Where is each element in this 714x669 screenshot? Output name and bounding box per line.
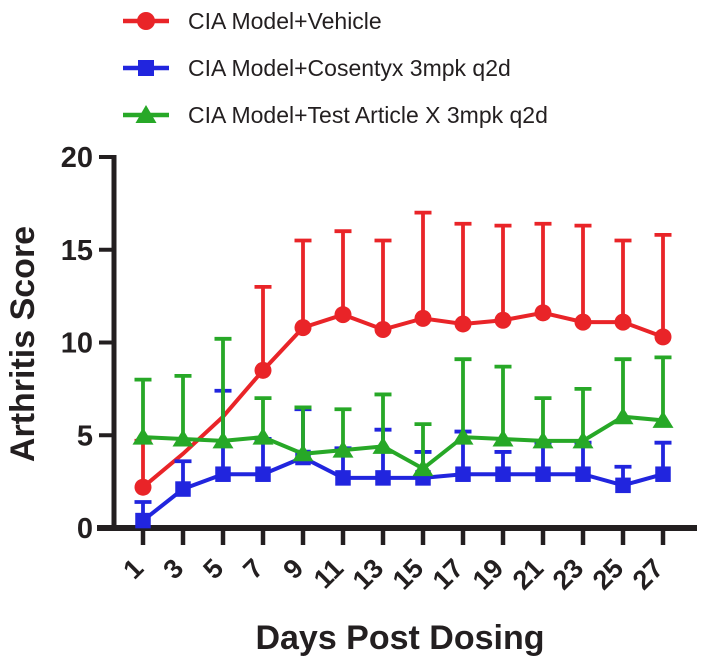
data-point-circle bbox=[134, 478, 152, 496]
series-triangle bbox=[132, 336, 674, 477]
data-point-triangle bbox=[252, 427, 274, 445]
data-point-circle bbox=[334, 306, 352, 324]
data-point-triangle bbox=[412, 459, 434, 477]
x-tick-label: 7 bbox=[237, 553, 269, 585]
data-point-triangle bbox=[652, 410, 674, 428]
legend-label-test-article: CIA Model+Test Article X 3mpk q2d bbox=[188, 102, 548, 128]
legend-label-vehicle: CIA Model+Vehicle bbox=[188, 8, 382, 34]
x-tick-label: 1 bbox=[117, 553, 149, 585]
legend-item-cosentyx: CIA Model+Cosentyx 3mpk q2d bbox=[121, 55, 548, 81]
data-point-circle bbox=[254, 361, 272, 379]
data-point-circle bbox=[454, 315, 472, 333]
x-tick-label: 27 bbox=[627, 553, 669, 595]
green-triangle-series-icon bbox=[123, 105, 169, 123]
data-point-square bbox=[175, 481, 191, 497]
data-point-square bbox=[535, 466, 551, 482]
data-point-triangle bbox=[492, 429, 514, 447]
data-point-triangle bbox=[172, 429, 194, 447]
red-circle-series-icon bbox=[123, 12, 169, 30]
data-point-square bbox=[655, 466, 671, 482]
data-point-square bbox=[255, 466, 271, 482]
data-point-circle bbox=[654, 328, 672, 346]
data-point-square bbox=[135, 512, 151, 529]
data-point-circle bbox=[534, 304, 552, 322]
y-axis-title: Arthritis Score bbox=[4, 226, 42, 462]
x-tick-label: 5 bbox=[197, 553, 229, 585]
data-point-circle bbox=[374, 321, 392, 339]
y-tick-label: 20 bbox=[61, 142, 93, 174]
data-point-square bbox=[215, 466, 231, 482]
y-tick-label: 0 bbox=[77, 513, 93, 545]
legend-item-test-article: CIA Model+Test Article X 3mpk q2d bbox=[121, 102, 548, 128]
x-tick-label: 21 bbox=[507, 553, 549, 595]
x-tick-label: 13 bbox=[347, 553, 389, 595]
data-point-triangle bbox=[372, 436, 394, 454]
legend-circle-marker bbox=[137, 12, 155, 30]
y-tick-label: 15 bbox=[61, 235, 93, 267]
series-line bbox=[142, 414, 664, 472]
data-point-triangle bbox=[212, 431, 234, 449]
x-tick-label: 25 bbox=[587, 553, 629, 595]
data-point-circle bbox=[614, 313, 632, 331]
data-point-triangle bbox=[532, 431, 554, 449]
data-point-square bbox=[455, 466, 471, 482]
x-tick-label: 15 bbox=[387, 553, 429, 595]
x-tick-label: 17 bbox=[427, 553, 469, 595]
data-point-circle bbox=[574, 313, 592, 331]
data-point-triangle bbox=[292, 444, 314, 462]
y-tick-label: 5 bbox=[77, 420, 93, 452]
data-point-square bbox=[575, 466, 591, 482]
legend-square-marker bbox=[138, 60, 154, 76]
data-point-triangle bbox=[132, 427, 154, 445]
blue-square-series-icon bbox=[123, 60, 169, 76]
x-tick-label: 9 bbox=[277, 553, 309, 585]
legend-label-cosentyx: CIA Model+Cosentyx 3mpk q2d bbox=[188, 55, 511, 81]
x-tick-label: 23 bbox=[547, 553, 589, 595]
data-point-square bbox=[335, 470, 351, 486]
legend-item-vehicle: CIA Model+Vehicle bbox=[121, 8, 548, 34]
data-point-circle bbox=[494, 311, 512, 329]
y-tick-label: 10 bbox=[61, 328, 93, 360]
x-tick-label: 3 bbox=[157, 553, 189, 585]
x-tick-label: 19 bbox=[467, 553, 509, 595]
data-point-square bbox=[375, 470, 391, 486]
data-point-square bbox=[495, 466, 511, 482]
data-point-triangle bbox=[572, 431, 594, 449]
data-point-triangle bbox=[612, 407, 634, 425]
legend: CIA Model+Vehicle CIA Model+Cosentyx 3mp… bbox=[121, 8, 548, 149]
data-point-square bbox=[615, 477, 631, 494]
x-axis-title: Days Post Dosing bbox=[255, 619, 544, 657]
legend-triangle-marker bbox=[135, 105, 157, 123]
series-circle bbox=[134, 210, 672, 496]
data-point-triangle bbox=[332, 440, 354, 458]
data-point-triangle bbox=[452, 427, 474, 445]
x-tick-label: 11 bbox=[308, 553, 349, 594]
data-point-circle bbox=[294, 319, 312, 337]
data-point-circle bbox=[414, 309, 432, 327]
